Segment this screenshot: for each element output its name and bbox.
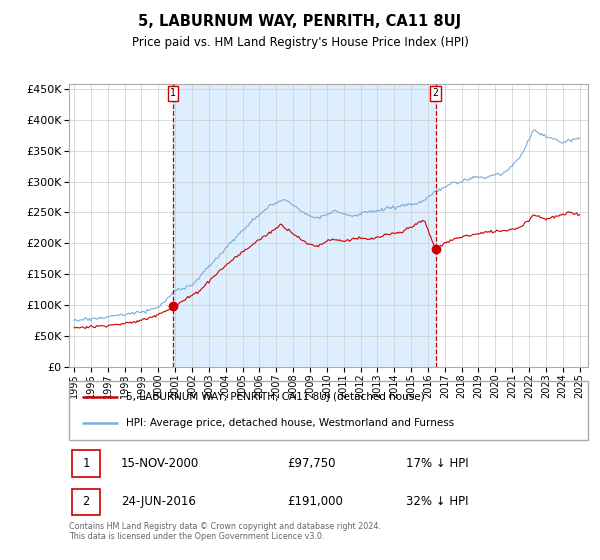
Text: 5, LABURNUM WAY, PENRITH, CA11 8UJ (detached house): 5, LABURNUM WAY, PENRITH, CA11 8UJ (deta… bbox=[126, 392, 425, 402]
Bar bbox=[173, 84, 436, 367]
Text: 1: 1 bbox=[170, 88, 176, 98]
Text: 32% ↓ HPI: 32% ↓ HPI bbox=[406, 496, 469, 508]
Text: Price paid vs. HM Land Registry's House Price Index (HPI): Price paid vs. HM Land Registry's House … bbox=[131, 36, 469, 49]
Text: 17% ↓ HPI: 17% ↓ HPI bbox=[406, 457, 469, 470]
Text: £97,750: £97,750 bbox=[287, 457, 335, 470]
Bar bbox=[71, 450, 100, 477]
Bar bbox=[71, 489, 100, 515]
Text: 24-JUN-2016: 24-JUN-2016 bbox=[121, 496, 196, 508]
Text: 5, LABURNUM WAY, PENRITH, CA11 8UJ: 5, LABURNUM WAY, PENRITH, CA11 8UJ bbox=[139, 14, 461, 29]
Text: Contains HM Land Registry data © Crown copyright and database right 2024.
This d: Contains HM Land Registry data © Crown c… bbox=[69, 522, 381, 542]
Text: 2: 2 bbox=[433, 88, 439, 98]
Text: £191,000: £191,000 bbox=[287, 496, 343, 508]
Text: 1: 1 bbox=[82, 457, 89, 470]
Text: 2: 2 bbox=[82, 496, 89, 508]
Text: 15-NOV-2000: 15-NOV-2000 bbox=[121, 457, 199, 470]
Text: HPI: Average price, detached house, Westmorland and Furness: HPI: Average price, detached house, West… bbox=[126, 418, 454, 428]
